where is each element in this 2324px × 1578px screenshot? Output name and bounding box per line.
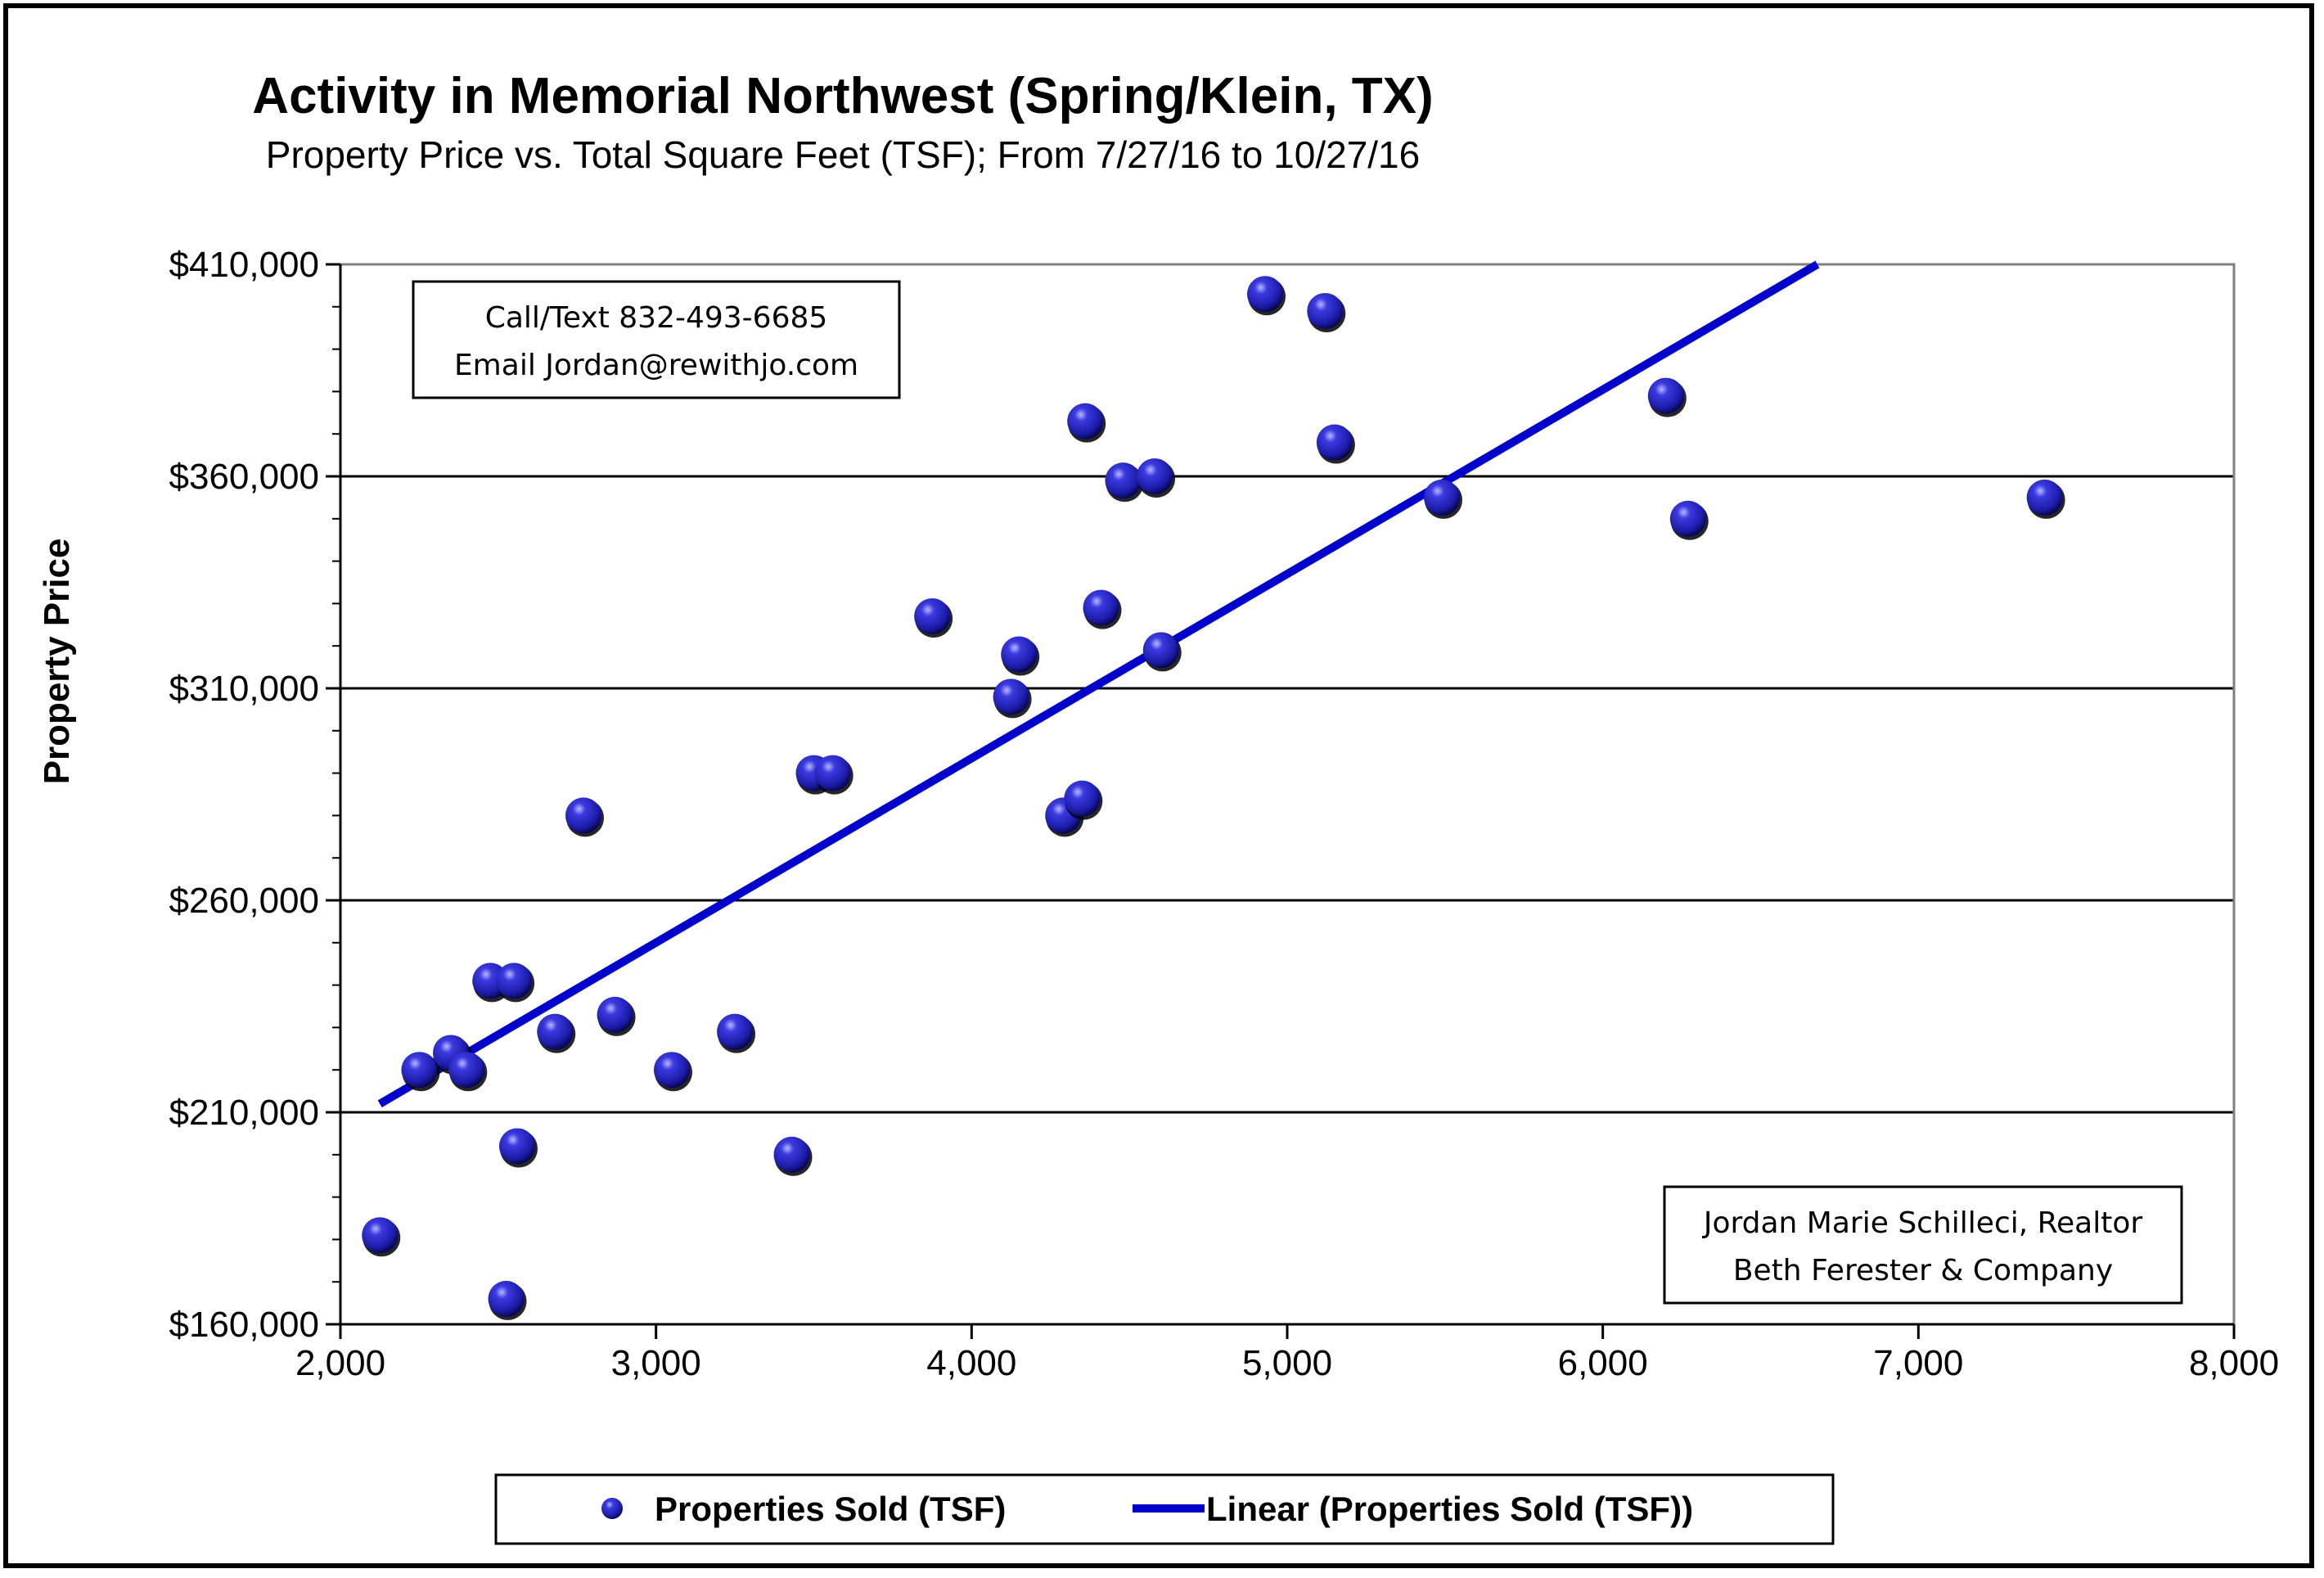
- x-tick-label: 5,000: [1242, 1343, 1332, 1383]
- data-point: [1423, 479, 1460, 516]
- data-point: [993, 679, 1029, 715]
- y-tick-label: $160,000: [169, 1305, 319, 1345]
- contact-box: Call/Text 832-493-6685 Email Jordan@rewi…: [412, 280, 901, 399]
- legend-label-trendline: Linear (Properties Sold (TSF)): [1206, 1490, 1693, 1528]
- points-layer: [362, 276, 2065, 1320]
- data-point: [362, 1217, 399, 1254]
- contact-phone: Call/Text 832-493-6685: [485, 301, 828, 335]
- data-point: [1001, 636, 1038, 673]
- legend-label-points: Properties Sold (TSF): [655, 1490, 1006, 1528]
- data-point: [1137, 458, 1173, 494]
- y-tick-label: $310,000: [169, 669, 319, 709]
- y-tick-label: $360,000: [169, 457, 319, 497]
- axes: $160,000 $210,000 $260,000 $310,000 $360,000…: [169, 245, 2279, 1383]
- data-point: [401, 1052, 438, 1089]
- x-tick-label: 3,000: [611, 1343, 701, 1383]
- data-point: [1647, 377, 1684, 414]
- data-point: [496, 963, 533, 999]
- chart-title: Activity in Memorial Northwest (Spring/K…: [252, 68, 1433, 124]
- plot-area-border: [339, 263, 2236, 1326]
- data-point: [914, 597, 951, 634]
- y-tick-label: $410,000: [169, 245, 319, 285]
- data-point: [2026, 479, 2063, 516]
- data-point: [1083, 589, 1119, 626]
- trendline-layer: [377, 260, 1820, 1107]
- data-point: [1142, 632, 1179, 669]
- legend-marker-points: [601, 1498, 623, 1519]
- data-point: [1307, 292, 1344, 329]
- trendline: [377, 260, 1820, 1107]
- data-point: [773, 1136, 810, 1173]
- data-point: [1105, 462, 1142, 499]
- y-axis-title: Property Price: [37, 539, 77, 785]
- realtor-company: Beth Ferester & Company: [1733, 1254, 2113, 1287]
- data-point: [1669, 500, 1706, 537]
- chart-subtitle: Property Price vs. Total Square Feet (TS…: [266, 133, 1420, 176]
- data-point: [653, 1052, 690, 1089]
- x-tick-label: 4,000: [926, 1343, 1016, 1383]
- x-tick-label: 7,000: [1873, 1343, 1963, 1383]
- data-point: [537, 1013, 574, 1050]
- data-point: [498, 1128, 535, 1165]
- realtor-name: Jordan Marie Schilleci, Realtor: [1702, 1206, 2143, 1240]
- x-tick-label: 6,000: [1558, 1343, 1648, 1383]
- data-point: [1064, 780, 1101, 817]
- data-point: [1067, 403, 1104, 440]
- data-point: [814, 755, 851, 791]
- realtor-box: Jordan Marie Schilleci, Realtor Beth Fer…: [1663, 1185, 2183, 1305]
- data-point: [597, 996, 633, 1033]
- legend: Properties Sold (TSF) Linear (Properties…: [494, 1473, 1835, 1545]
- data-point: [448, 1052, 485, 1089]
- contact-email: Email Jordan@rewithjo.com: [454, 349, 858, 382]
- data-point: [1316, 424, 1353, 461]
- data-point: [488, 1280, 525, 1317]
- x-tick-label: 2,000: [295, 1343, 385, 1383]
- y-tick-label: $260,000: [169, 881, 319, 921]
- x-tick-label: 8,000: [2189, 1343, 2279, 1383]
- data-point: [1247, 276, 1284, 313]
- data-point: [565, 797, 601, 834]
- data-point: [717, 1013, 754, 1050]
- chart-frame: [3, 3, 2314, 1568]
- y-tick-label: $210,000: [169, 1093, 319, 1133]
